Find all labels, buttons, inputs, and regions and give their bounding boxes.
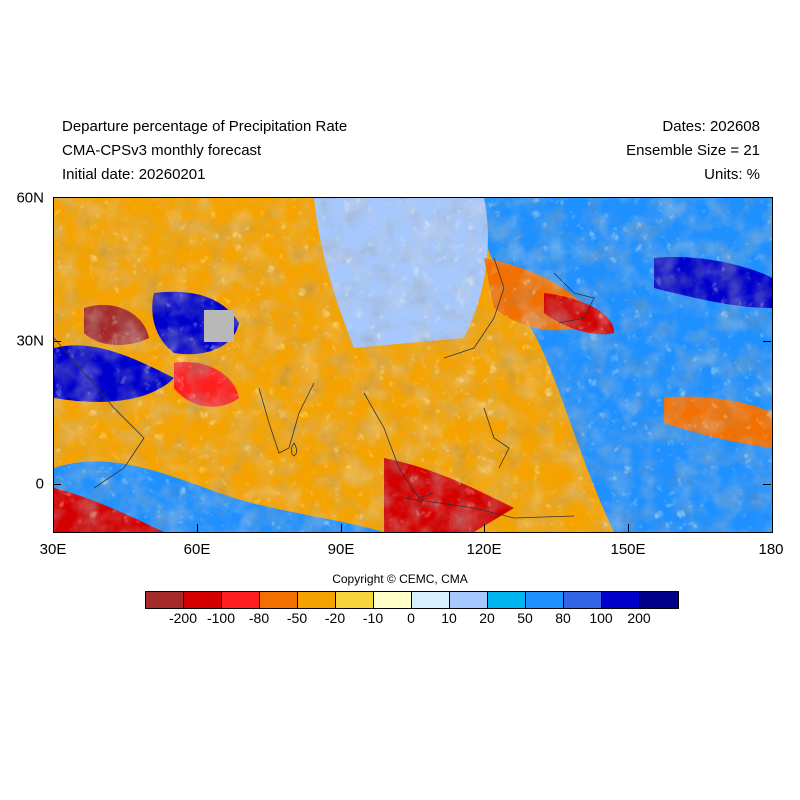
header-left: Departure percentage of Precipitation Ra… [62, 115, 347, 187]
dates-label: Dates: 202608 [662, 118, 760, 135]
units-label: Units: % [704, 166, 760, 183]
colorbar-label: 10 [441, 610, 457, 626]
colorbar-swatch [640, 592, 678, 608]
indonesia-coastline [403, 497, 575, 519]
philippines-coastline [483, 407, 510, 469]
precipitation-anomaly-map [53, 197, 773, 533]
y-tick-60n: 60N [16, 189, 44, 207]
china-coastline [443, 257, 505, 359]
colorbar-swatch [184, 592, 222, 608]
sri-lanka-coastline [290, 442, 298, 457]
colorbar-label: 80 [555, 610, 571, 626]
colorbar-label: 200 [627, 610, 651, 626]
y-tick-mark [53, 484, 61, 485]
india-coastline [258, 382, 315, 454]
colorbar-label: -100 [206, 610, 236, 626]
colorbar-swatch [412, 592, 450, 608]
colorbar-label: -200 [168, 610, 198, 626]
colorbar-swatch [374, 592, 412, 608]
colorbar-swatch [146, 592, 184, 608]
x-tick-150e: 150E [610, 541, 646, 558]
colorbar-swatch [488, 592, 526, 608]
colorbar-label: 0 [407, 610, 415, 626]
map-title: Departure percentage of Precipitation Ra… [62, 118, 348, 135]
colorbar-swatch [526, 592, 564, 608]
colorbar-swatch [602, 592, 640, 608]
colorbar [145, 591, 679, 609]
header-right: Dates: 202608 Ensemble Size = 21 Units: … [626, 115, 760, 187]
colorbar-swatch [222, 592, 260, 608]
colorbar-swatch [298, 592, 336, 608]
colorbar-swatch [564, 592, 602, 608]
coastlines [54, 257, 595, 519]
x-tick-mark [628, 524, 629, 532]
colorbar-label: 50 [517, 610, 533, 626]
copyright-notice: Copyright © CEMC, CMA [332, 572, 468, 586]
y-tick-mark [763, 341, 771, 342]
y-tick-30n: 30N [16, 332, 44, 350]
japan-coastline [553, 272, 595, 324]
colorbar-label: -50 [286, 610, 308, 626]
x-tick-120e: 120E [466, 541, 502, 558]
colorbar-swatch [450, 592, 488, 608]
x-tick-mark [484, 524, 485, 532]
colorbar-label: -20 [324, 610, 346, 626]
x-tick-60e: 60E [183, 541, 211, 558]
colorbar-label: -10 [362, 610, 384, 626]
missing-data-patch [204, 310, 234, 342]
map-field [54, 198, 772, 532]
indochina-coastline [363, 392, 435, 499]
y-tick-mark [763, 484, 771, 485]
colorbar-label: 20 [479, 610, 495, 626]
africa-arabia-coastline [54, 337, 145, 489]
ensemble-size-label: Ensemble Size = 21 [626, 142, 760, 159]
y-tick-mark [53, 341, 61, 342]
x-tick-30e: 30E [39, 541, 67, 558]
colorbar-label: 100 [589, 610, 613, 626]
x-tick-mark [197, 524, 198, 532]
x-tick-mark [341, 524, 342, 532]
y-tick-0: 0 [35, 475, 44, 493]
model-label: CMA-CPSv3 monthly forecast [62, 142, 262, 159]
colorbar-label: -80 [248, 610, 270, 626]
colorbar-swatch [260, 592, 298, 608]
initial-date-label: Initial date: 20260201 [62, 166, 206, 183]
colorbar-swatch [336, 592, 374, 608]
speckle-overlay [54, 198, 772, 532]
x-tick-90e: 90E [327, 541, 355, 558]
x-tick-180: 180 [758, 541, 784, 558]
